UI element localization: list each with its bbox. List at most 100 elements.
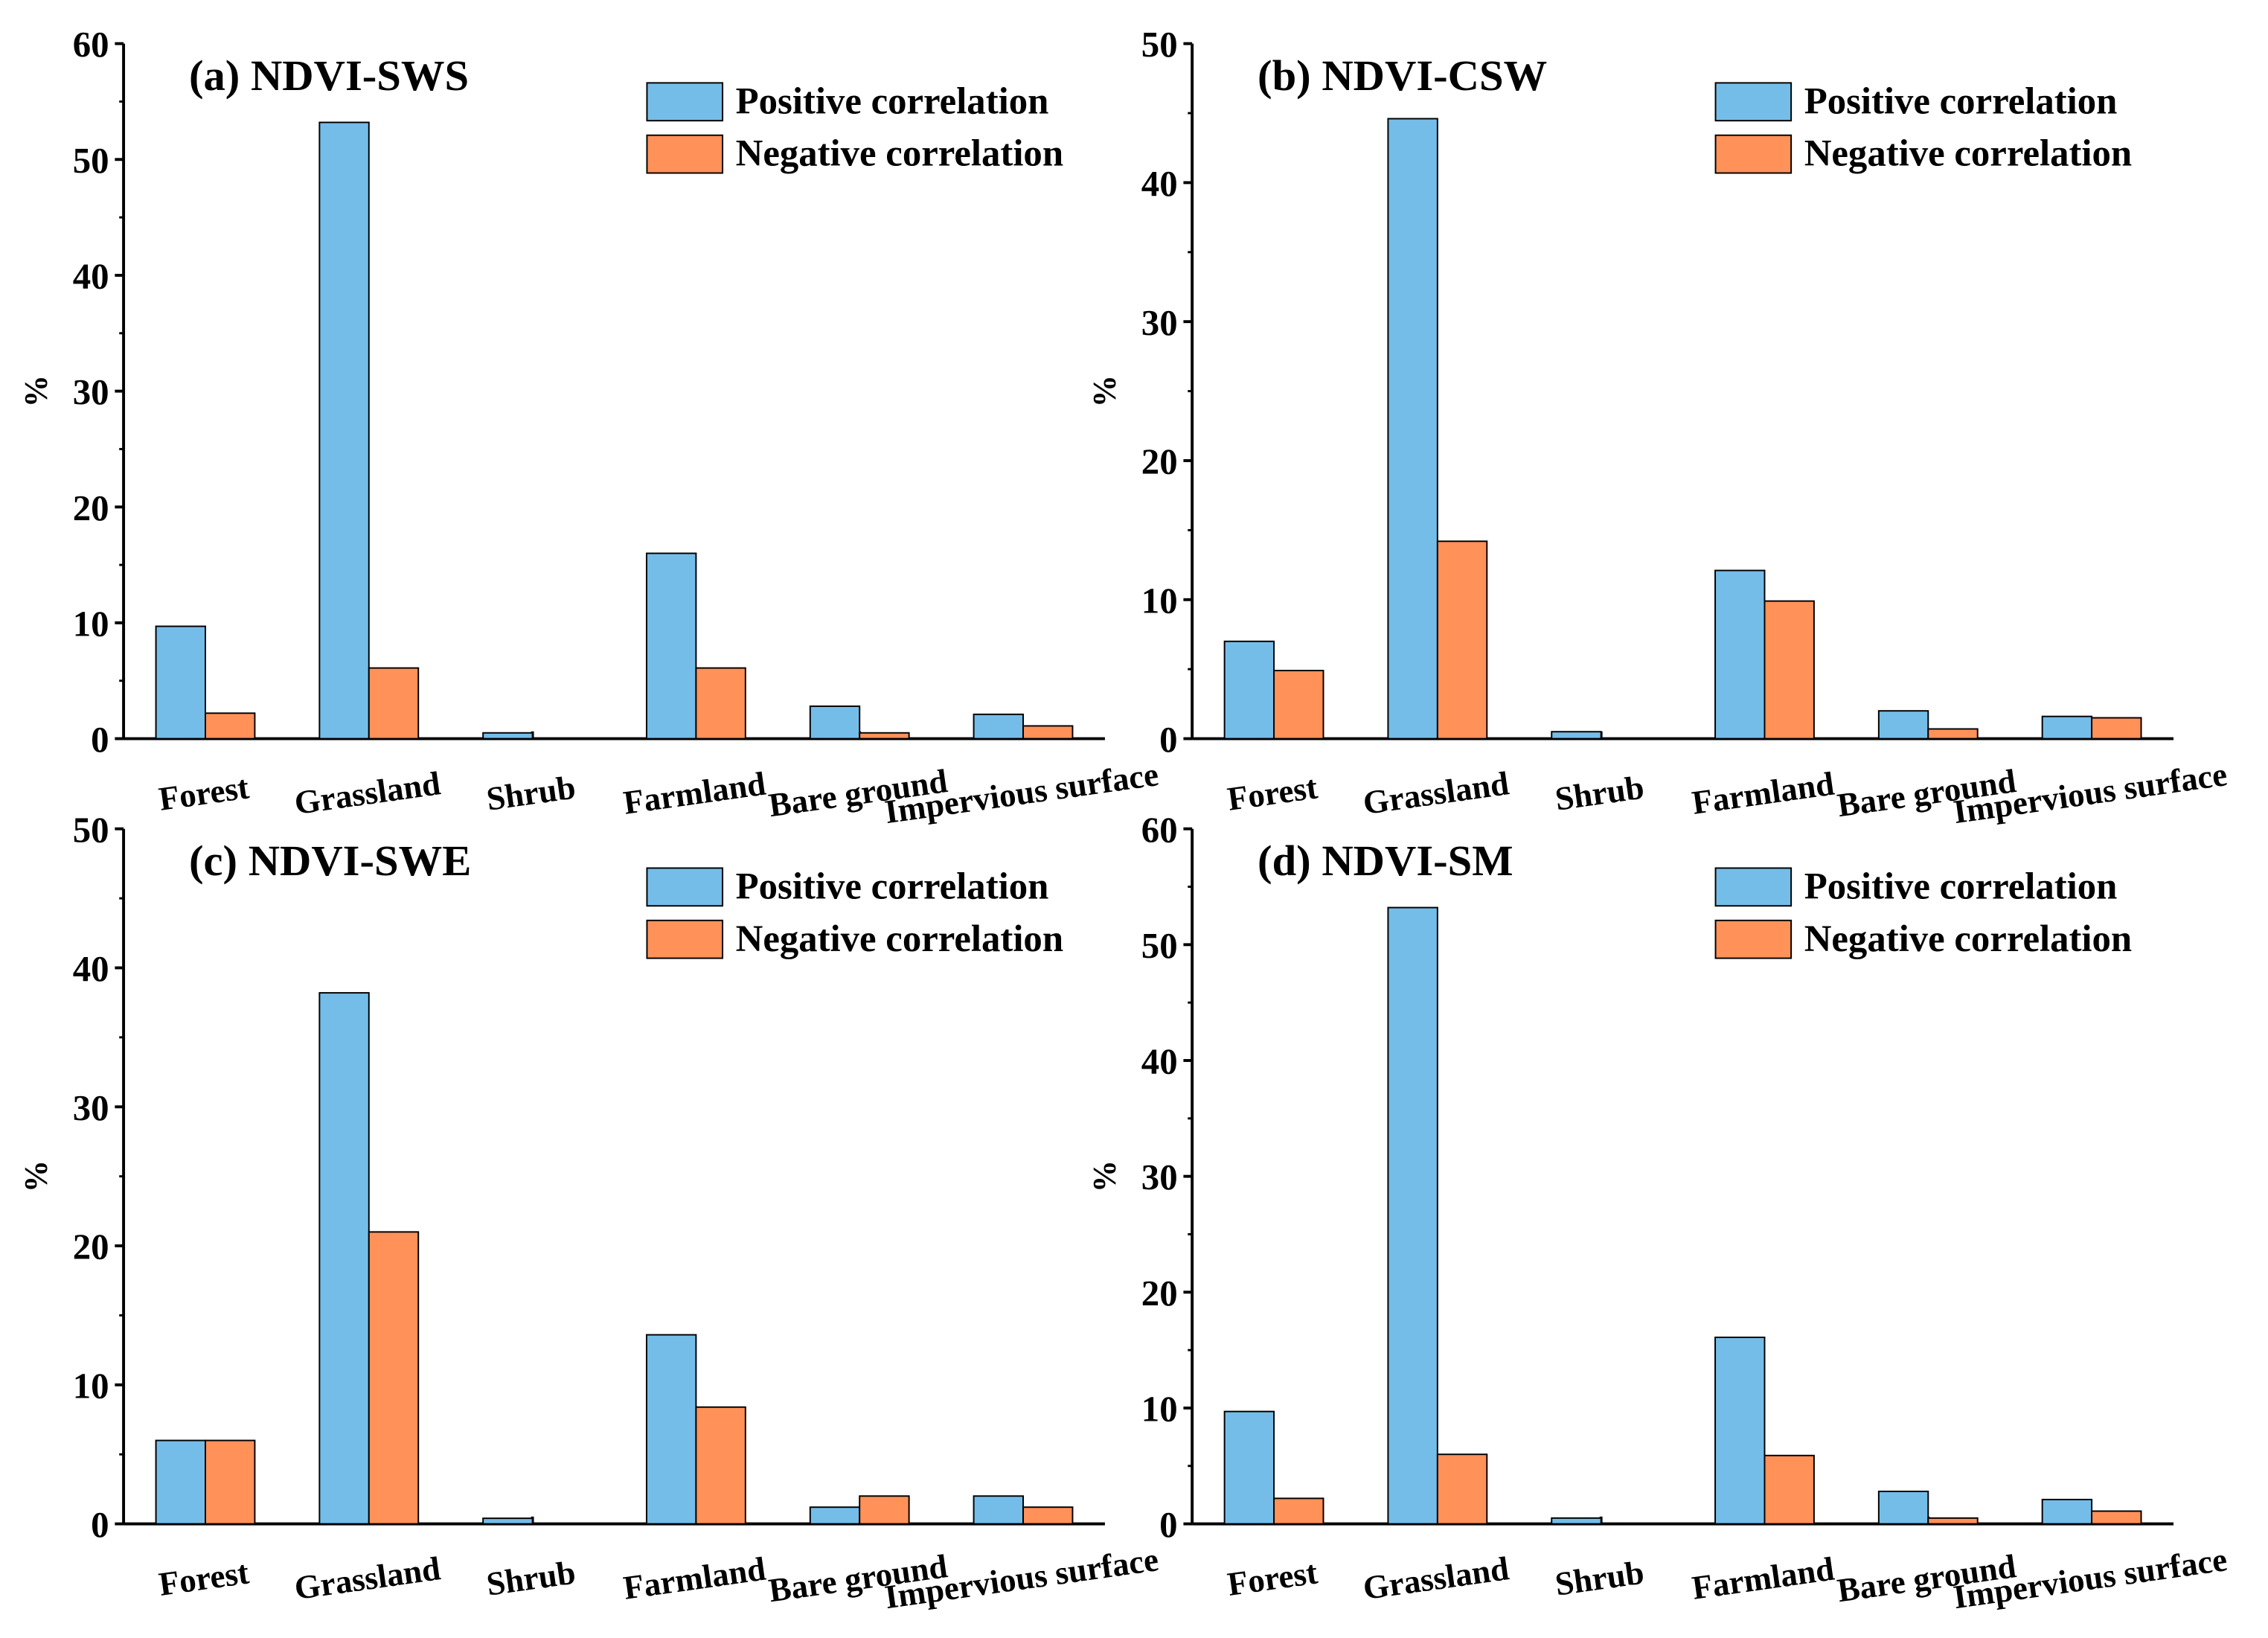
bar	[1927, 1517, 1979, 1525]
legend-label: Negative correlation	[1804, 918, 2132, 959]
bar	[1387, 906, 1438, 1525]
chart-title: (b) NDVI-CSW	[1258, 51, 1547, 100]
bar	[1877, 1491, 1929, 1525]
bar	[1273, 670, 1324, 740]
bar	[1436, 1453, 1488, 1525]
x-tick-label: Farmland	[621, 764, 768, 821]
y-tick-label: 10	[1141, 580, 1178, 621]
y-axis-label: %	[19, 375, 54, 407]
panel: 0 10 20 30 40 50 60% Forest Grassland Shrub Farmla…	[1088, 809, 2229, 1616]
y-tick-label: 20	[73, 1226, 109, 1267]
bar	[1877, 710, 1929, 740]
x-tick-label: Forest	[156, 1553, 251, 1602]
x-tick-label: Grassland	[1361, 764, 1511, 822]
legend-swatch	[646, 867, 724, 907]
bar	[2041, 1498, 2093, 1525]
bar	[1714, 569, 1766, 740]
x-tick-label: Farmland	[1690, 764, 1836, 821]
chart-title: (c) NDVI-SWE	[189, 836, 471, 885]
chart-title: (d) NDVI-SM	[1258, 836, 1513, 885]
bar	[1223, 1410, 1275, 1525]
bar	[205, 1439, 256, 1525]
x-tick-label: Forest	[1225, 768, 1319, 817]
bar	[645, 1334, 697, 1525]
bar	[1387, 118, 1438, 740]
legend-swatch	[1714, 82, 1793, 122]
bar	[1551, 1517, 1602, 1525]
bar	[368, 667, 420, 740]
panel: 0 10 20 30 40 50% Forest Grassland Shrub Farmland…	[1088, 24, 2229, 831]
bar	[1764, 1454, 1815, 1525]
y-tick-label: 20	[1141, 441, 1178, 482]
bar	[318, 121, 370, 740]
bar	[368, 1231, 420, 1525]
x-tick-label: Shrub	[484, 1554, 578, 1603]
legend-label: Positive correlation	[1804, 80, 2118, 121]
legend-label: Positive correlation	[736, 80, 1049, 121]
y-tick-label: 30	[1141, 302, 1178, 343]
y-tick-label: 60	[73, 24, 109, 65]
bar	[973, 713, 1024, 740]
bar	[859, 732, 910, 740]
bar	[2091, 717, 2142, 740]
y-tick-label: 0	[1159, 1504, 1177, 1545]
chart-title: (a) NDVI-SWS	[189, 51, 469, 100]
y-tick-label: 40	[73, 256, 109, 297]
bar	[155, 625, 206, 740]
legend-label: Negative correlation	[736, 918, 1063, 959]
legend-label: Negative correlation	[736, 132, 1063, 174]
bar	[2041, 715, 2093, 740]
y-tick-label: 0	[91, 719, 109, 760]
legend-swatch	[646, 134, 724, 174]
x-tick-label: Grassland	[1361, 1549, 1511, 1607]
y-tick-label: 50	[1141, 24, 1178, 65]
x-tick-label: Shrub	[484, 769, 578, 818]
bar	[1022, 1506, 1074, 1525]
bar	[809, 705, 861, 740]
legend-swatch	[1714, 867, 1793, 907]
y-tick-label: 50	[1141, 925, 1178, 966]
bar	[695, 1406, 746, 1525]
bar	[318, 992, 370, 1525]
bar	[809, 1506, 861, 1525]
legend-label: Negative correlation	[1804, 132, 2132, 174]
x-tick-label: Shrub	[1553, 769, 1647, 818]
bar	[205, 712, 256, 740]
x-tick-label: Shrub	[1553, 1554, 1647, 1603]
bar	[859, 1495, 910, 1525]
bar	[1714, 1337, 1766, 1525]
bar	[1927, 728, 1979, 740]
bar	[1022, 725, 1074, 740]
x-tick-label: Farmland	[1690, 1550, 1836, 1607]
y-tick-label: 40	[73, 948, 109, 989]
bar	[645, 552, 697, 740]
y-tick-label: 50	[73, 809, 109, 850]
y-tick-label: 10	[73, 603, 109, 644]
legend-label: Positive correlation	[1804, 865, 2118, 906]
y-tick-label: 30	[73, 371, 109, 412]
y-tick-label: 50	[73, 140, 109, 181]
y-tick-label: 60	[1141, 809, 1178, 850]
bar	[1436, 540, 1488, 740]
y-tick-label: 10	[73, 1365, 109, 1406]
y-tick-label: 0	[1159, 719, 1177, 760]
bar	[482, 1517, 534, 1525]
bar	[1223, 640, 1275, 740]
x-tick-label: Forest	[1225, 1553, 1319, 1602]
legend-swatch	[646, 82, 724, 122]
bar	[1551, 731, 1602, 740]
bar	[1273, 1497, 1324, 1525]
bar	[2091, 1510, 2142, 1525]
panel: 0 10 20 30 40 50% Forest Grassland Shrub Farmland…	[19, 809, 1161, 1616]
bar	[155, 1439, 206, 1525]
y-tick-label: 0	[91, 1504, 109, 1545]
x-tick-label: Farmland	[621, 1550, 768, 1607]
y-tick-label: 20	[73, 487, 109, 528]
panel: 0 10 20 30 40 50 60% Forest Grassland Shrub Farmla…	[19, 24, 1161, 831]
bar	[482, 732, 534, 740]
legend-swatch	[1714, 134, 1793, 174]
bar	[695, 667, 746, 740]
y-tick-label: 20	[1141, 1273, 1178, 1314]
y-tick-label: 30	[1141, 1156, 1178, 1197]
